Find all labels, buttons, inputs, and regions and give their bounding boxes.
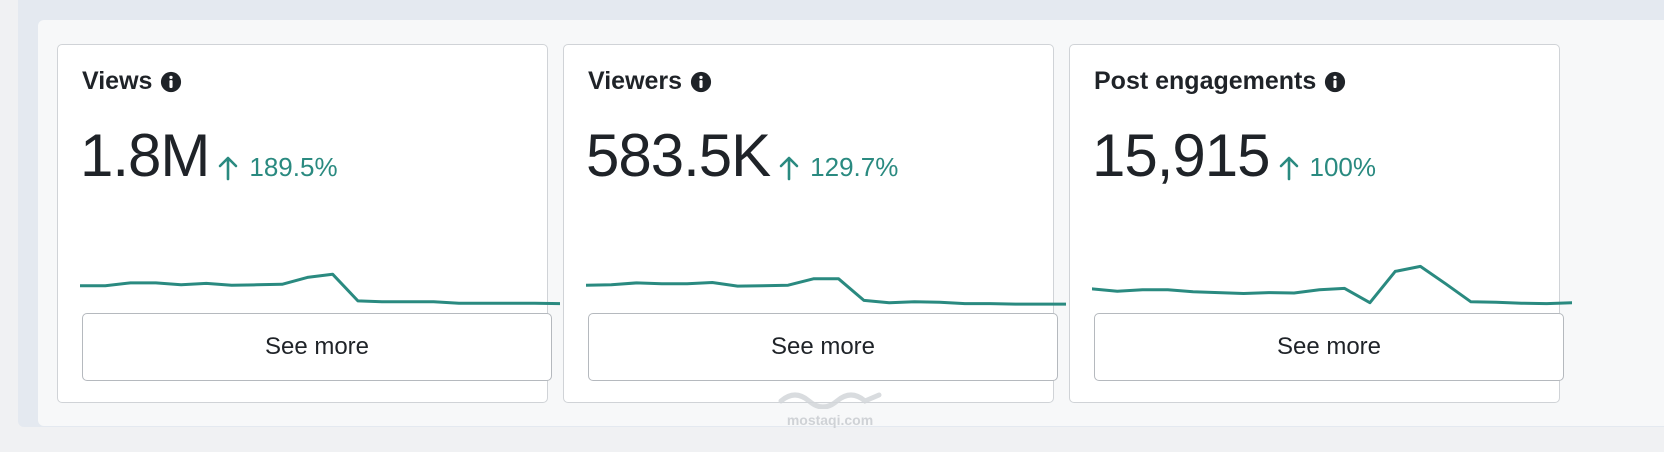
metric-card-post-engagements: Post engagements 15,915 100% See more — [1069, 44, 1572, 403]
trend-indicator: 189.5% — [217, 152, 338, 183]
card-title: Views — [82, 67, 182, 96]
sparkline-chart — [586, 277, 1066, 306]
see-more-button[interactable]: See more — [1094, 313, 1564, 381]
card-title: Viewers — [588, 67, 712, 96]
metric-value: 15,915 — [1092, 122, 1271, 189]
value-row: 15,915 100% — [1092, 121, 1376, 190]
watermark-text: mostaqi.com — [786, 412, 874, 428]
card-title: Post engagements — [1094, 67, 1346, 96]
arrow-up-icon — [219, 156, 238, 180]
watermark: mostaqi.com — [770, 385, 890, 428]
trend-indicator: 129.7% — [778, 152, 898, 183]
sparkline-series — [1092, 264, 1572, 306]
trend-indicator: 100% — [1278, 152, 1377, 183]
mostaql-logo-icon — [778, 392, 882, 410]
info-icon[interactable] — [690, 71, 712, 93]
metric-value: 1.8M — [80, 122, 210, 189]
arrow-up-icon — [1279, 156, 1298, 180]
sparkline-series — [80, 272, 560, 306]
change-percent: 189.5% — [249, 152, 338, 182]
metric-value: 583.5K — [586, 122, 771, 189]
metric-card-viewers: Viewers 583.5K 129.7% See more — [563, 44, 1066, 403]
card-title-label: Views — [82, 67, 153, 95]
sparkline-series — [586, 277, 1066, 306]
metric-card-views: Views 1.8M 189.5% See more — [57, 44, 560, 403]
info-icon[interactable] — [160, 71, 182, 93]
sparkline-chart — [1092, 264, 1572, 306]
value-row: 583.5K 129.7% — [586, 121, 898, 190]
arrow-up-icon — [779, 156, 799, 180]
see-more-button[interactable]: See more — [588, 313, 1058, 381]
see-more-button[interactable]: See more — [82, 313, 552, 381]
card-title-label: Viewers — [588, 67, 683, 95]
info-icon[interactable] — [1324, 71, 1346, 93]
card-title-label: Post engagements — [1094, 67, 1317, 95]
change-percent: 100% — [1309, 152, 1377, 182]
sparkline-chart — [80, 272, 560, 306]
change-percent: 129.7% — [810, 152, 899, 182]
value-row: 1.8M 189.5% — [80, 121, 338, 190]
